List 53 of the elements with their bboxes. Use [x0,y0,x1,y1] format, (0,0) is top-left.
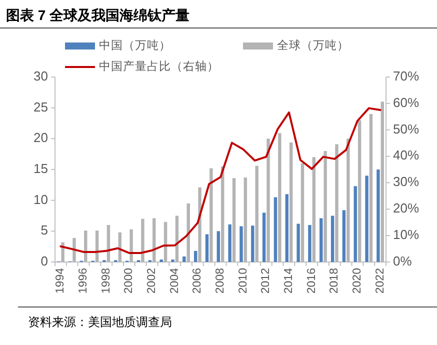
bar [296,224,300,262]
bar [240,226,243,262]
x-tick-label: 2020 [351,268,364,294]
y2-tick-label: 10% [393,227,420,242]
x-tick-label: 1994 [54,267,67,294]
bar [320,218,323,262]
y-tick-label: 30 [34,68,48,84]
legend-label: 中国产量占比（右轴） [99,59,219,74]
legend-label: 中国（万吨） [99,39,171,52]
bar [376,170,380,262]
y2-tick-label: 20% [393,200,420,216]
bar [354,186,357,262]
bar [194,250,198,262]
y-tick-label: 25 [34,99,48,114]
y2-tick-label: 50% [393,121,420,136]
bar [182,256,186,262]
bar [205,234,209,262]
y2-tick-label: 30% [393,174,420,190]
x-tick-label: 2010 [237,268,250,294]
x-tick-label: 2012 [260,268,272,294]
x-tick-label: 2004 [168,267,181,294]
x-tick-label: 2002 [146,268,158,294]
bar [285,194,288,262]
bar [262,212,266,262]
x-tick-label: 2018 [328,268,341,294]
bar [274,197,278,262]
y-tick-label: 0 [40,253,48,268]
y2-tick-label: 70% [393,68,420,84]
y-tick-label: 5 [40,222,48,238]
y-tick-label: 20 [34,130,48,146]
bar [365,176,368,262]
bar [228,224,232,262]
bar [308,225,312,262]
y2-tick-label: 60% [393,94,420,110]
bar [216,231,220,262]
x-tick-label: 2014 [283,267,296,294]
x-tick-label: 2008 [214,268,227,294]
y2-tick-label: 40% [393,148,420,163]
x-tick-label: 2022 [374,268,386,294]
chart-title: 图表 7 全球及我国海绵钛产量 [6,7,190,23]
legend-label: 全球（万吨） [277,39,349,52]
x-tick-label: 1996 [78,268,90,294]
x-tick-label: 2016 [306,268,318,294]
text: 资料来源：美国地质调查局 [28,315,172,329]
x-tick-label: 1998 [100,268,112,294]
bar [342,210,346,262]
bar [330,216,334,262]
y-tick-label: 15 [34,160,48,176]
y-tick-label: 10 [34,192,48,207]
x-tick-label: 2006 [192,268,204,294]
x-tick-label: 2000 [123,268,136,294]
bar [251,226,254,262]
y2-tick-label: 0% [393,253,412,268]
